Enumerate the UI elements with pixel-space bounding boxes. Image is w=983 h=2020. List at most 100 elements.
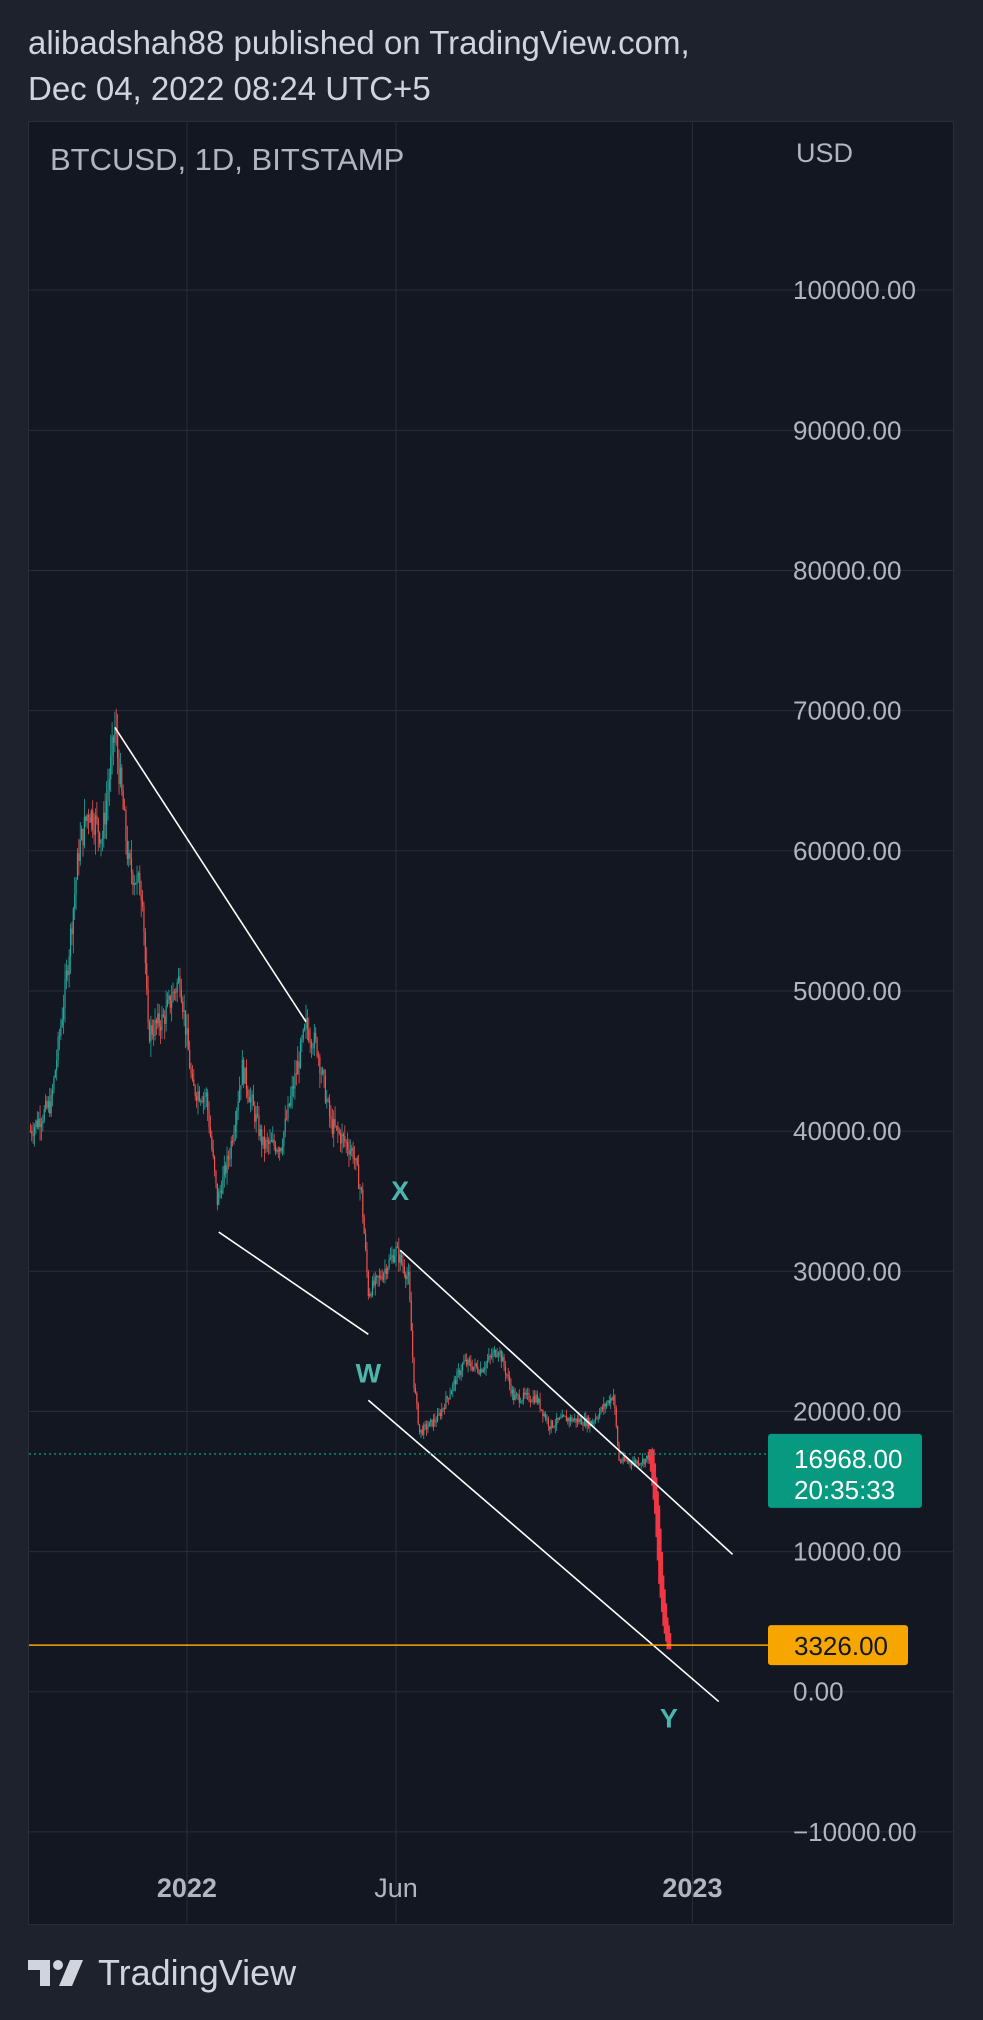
candle-body bbox=[630, 1463, 633, 1465]
candle-body bbox=[474, 1363, 476, 1367]
candle-body bbox=[579, 1419, 581, 1422]
candle-body bbox=[32, 1134, 34, 1136]
candle-body bbox=[114, 727, 116, 743]
candle-body bbox=[159, 1026, 162, 1031]
x-tick-label: 2023 bbox=[662, 1873, 722, 1903]
candle-body bbox=[592, 1422, 594, 1425]
candle-body bbox=[268, 1141, 270, 1144]
candle-body bbox=[635, 1460, 637, 1464]
candle-body bbox=[607, 1400, 609, 1404]
candle-body bbox=[391, 1255, 393, 1258]
candle-body bbox=[244, 1067, 246, 1084]
candle-body bbox=[643, 1458, 645, 1465]
candle-body bbox=[574, 1418, 576, 1420]
candle-body bbox=[623, 1456, 626, 1461]
candle-body bbox=[414, 1387, 417, 1393]
y-tick-label: 60000.00 bbox=[793, 836, 901, 866]
candle-body bbox=[502, 1356, 504, 1362]
candle-body bbox=[517, 1394, 519, 1396]
candle-body bbox=[521, 1400, 523, 1403]
candle-body bbox=[291, 1086, 293, 1096]
candle-body bbox=[198, 1091, 200, 1102]
candle-body bbox=[191, 1073, 194, 1080]
candle-body bbox=[486, 1360, 489, 1363]
candle-body bbox=[439, 1413, 441, 1416]
candle-body bbox=[535, 1394, 537, 1403]
candle-body bbox=[118, 757, 120, 785]
candle-body bbox=[622, 1456, 624, 1462]
candle-body bbox=[524, 1392, 526, 1395]
candle-body bbox=[211, 1136, 213, 1149]
candle-body bbox=[352, 1148, 354, 1159]
candle-body bbox=[173, 991, 176, 993]
candle-body bbox=[430, 1419, 432, 1422]
candle-body bbox=[340, 1133, 342, 1144]
wave-label: X bbox=[391, 1176, 409, 1206]
candle-body bbox=[86, 815, 88, 821]
candle-body bbox=[406, 1275, 408, 1280]
y-tick-label: 100000.00 bbox=[793, 275, 916, 305]
symbol-label: BTCUSD, 1D, BITSTAMP bbox=[50, 142, 405, 177]
candle-body bbox=[182, 1001, 184, 1012]
candle-body bbox=[428, 1421, 430, 1427]
candle-body bbox=[288, 1103, 290, 1106]
candle-body bbox=[128, 853, 130, 860]
candle-body bbox=[527, 1392, 529, 1394]
candle-body bbox=[280, 1148, 282, 1152]
candle-body bbox=[279, 1148, 281, 1152]
candle-body bbox=[103, 812, 105, 839]
candle-body bbox=[417, 1403, 419, 1425]
candle-body bbox=[135, 883, 137, 885]
candle-body bbox=[294, 1073, 296, 1089]
candle-body bbox=[112, 736, 115, 743]
wave-label: W bbox=[356, 1358, 382, 1388]
candle-body bbox=[506, 1374, 508, 1376]
candle-body bbox=[334, 1119, 336, 1126]
candle-body bbox=[93, 829, 95, 835]
candle-body bbox=[46, 1100, 48, 1108]
candle-body bbox=[72, 908, 74, 935]
chart-panel[interactable] bbox=[28, 121, 954, 1925]
y-tick-label: −10000.00 bbox=[793, 1817, 917, 1847]
candle-body bbox=[295, 1073, 297, 1075]
projection-bar bbox=[660, 1589, 666, 1612]
candle-body bbox=[543, 1414, 545, 1416]
candle-body bbox=[364, 1233, 367, 1249]
candle-body bbox=[604, 1403, 606, 1407]
candle-body bbox=[499, 1350, 501, 1354]
candle-body bbox=[148, 1022, 151, 1042]
candle-body bbox=[82, 828, 84, 846]
candle-body bbox=[151, 1025, 153, 1035]
candle-body bbox=[123, 809, 126, 811]
candle-body bbox=[434, 1419, 436, 1423]
candle-body bbox=[374, 1276, 376, 1286]
candle-body bbox=[230, 1141, 232, 1159]
candle-body bbox=[371, 1280, 374, 1296]
candle-body bbox=[306, 1017, 308, 1030]
candle-body bbox=[471, 1366, 473, 1371]
candle-body bbox=[538, 1398, 540, 1403]
candle-body bbox=[636, 1460, 638, 1464]
candle-body bbox=[277, 1150, 279, 1152]
candle-body bbox=[132, 872, 134, 886]
candle-body bbox=[445, 1396, 447, 1409]
tradingview-logo-icon bbox=[28, 1960, 83, 1986]
candle-body bbox=[618, 1444, 620, 1461]
trendline bbox=[399, 1249, 734, 1555]
candle-body bbox=[341, 1134, 343, 1144]
candle-body bbox=[485, 1362, 487, 1369]
candle-body bbox=[126, 840, 128, 860]
candle-body bbox=[546, 1418, 548, 1420]
candle-body bbox=[572, 1419, 574, 1422]
candle-body bbox=[421, 1429, 423, 1435]
candle-body bbox=[617, 1426, 619, 1445]
candle-body bbox=[590, 1420, 592, 1425]
candle-body bbox=[578, 1418, 580, 1422]
candle-body bbox=[310, 1042, 313, 1048]
candle-body bbox=[283, 1131, 285, 1147]
candle-body bbox=[177, 976, 180, 983]
publish-header: alibadshah88 published on TradingView.co… bbox=[28, 20, 690, 112]
candle-body bbox=[497, 1353, 500, 1356]
candle-body bbox=[454, 1379, 457, 1385]
